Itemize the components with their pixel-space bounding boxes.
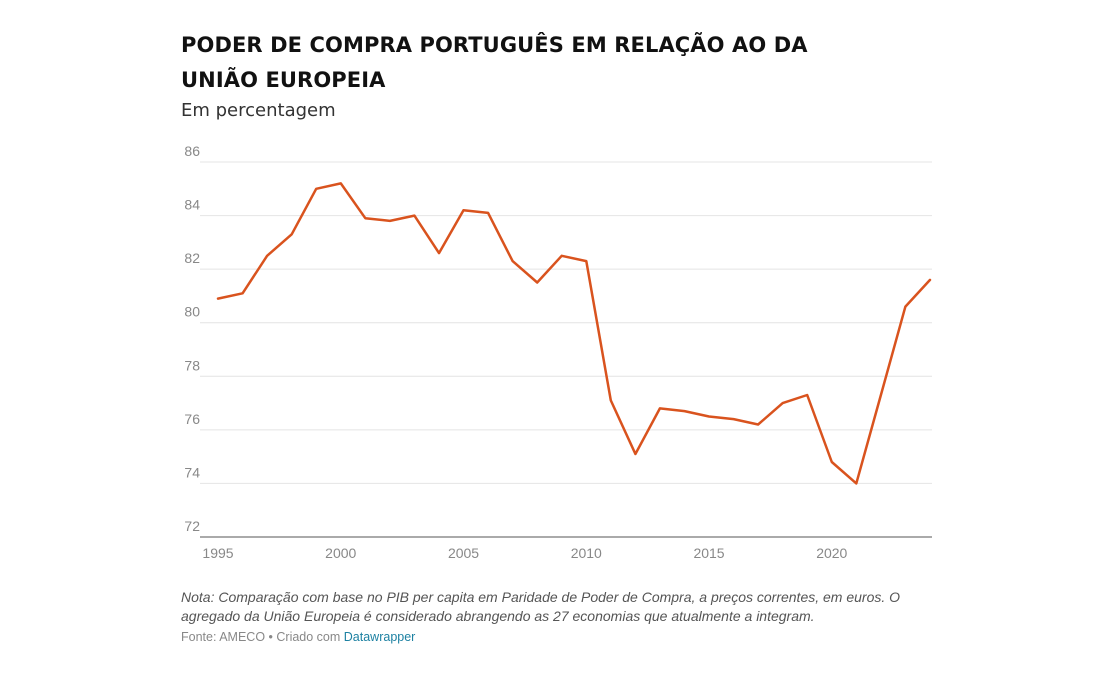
chart-note: Nota: Comparação com base no PIB per cap… xyxy=(181,589,901,624)
y-tick-label-78: 78 xyxy=(184,357,200,373)
y-tick-label-72: 72 xyxy=(184,518,200,534)
chart-header: PODER DE COMPRA PORTUGUÊS EM RELAÇÃO AO … xyxy=(181,28,941,124)
x-tick-label-2000: 2000 xyxy=(325,545,356,561)
x-tick-label-2015: 2015 xyxy=(693,545,724,561)
source-text: Fonte: AMECO xyxy=(181,630,266,644)
x-tick-label-1995: 1995 xyxy=(202,545,233,561)
series-line-0 xyxy=(216,182,932,485)
datawrapper-link[interactable]: Datawrapper xyxy=(343,630,416,644)
grid-lines xyxy=(200,161,932,538)
chart-title: PODER DE COMPRA PORTUGUÊS EM RELAÇÃO AO … xyxy=(181,33,808,92)
y-tick-label-80: 80 xyxy=(184,304,200,320)
y-tick-label-84: 84 xyxy=(184,197,200,213)
created-with-text: Criado com xyxy=(276,630,344,644)
x-axis-ticks: 1995 2000 2005 2010 2015 2020 xyxy=(202,545,847,561)
footer-separator: • xyxy=(265,630,277,644)
chart-subtitle: Em percentagem xyxy=(181,100,336,121)
line-chart: 72 74 76 78 80 82 84 86 1995 2000 2005 2010 2015 202… xyxy=(184,143,932,561)
y-axis-ticks: 72 74 76 78 80 82 84 86 xyxy=(184,143,200,534)
x-tick-label-2005: 2005 xyxy=(448,545,479,561)
y-tick-label-86: 86 xyxy=(184,143,200,159)
x-tick-label-2010: 2010 xyxy=(571,545,602,561)
y-tick-label-82: 82 xyxy=(184,250,200,266)
y-tick-label-76: 76 xyxy=(184,411,200,427)
series-group xyxy=(216,182,932,485)
x-tick-label-2020: 2020 xyxy=(816,545,847,561)
chart-footer: Fonte: AMECO • Criado com Datawrapper xyxy=(181,630,415,644)
y-tick-label-74: 74 xyxy=(184,464,200,480)
